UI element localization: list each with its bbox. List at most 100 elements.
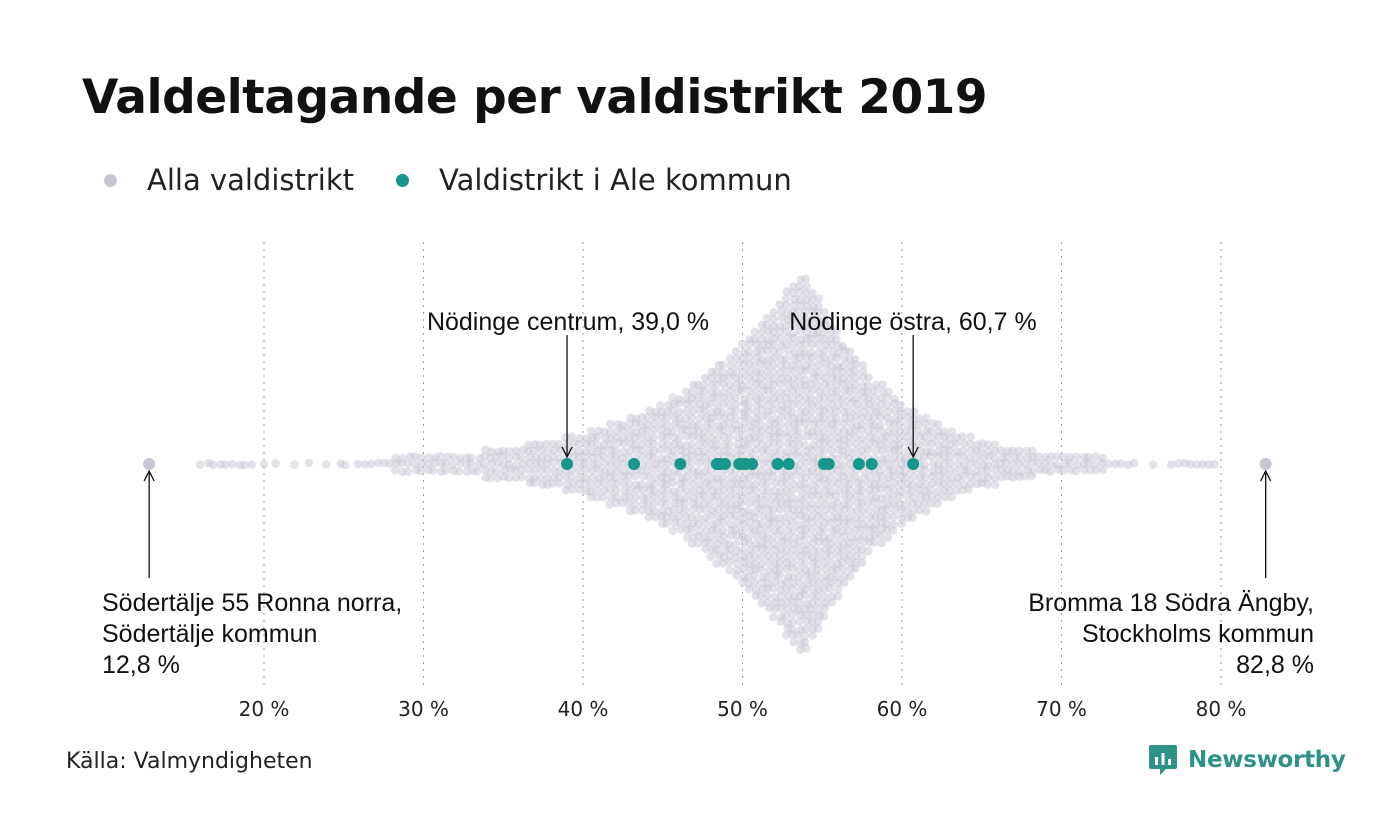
district-point — [814, 478, 823, 488]
district-point — [688, 486, 698, 496]
district-point — [259, 460, 269, 469]
district-point — [769, 612, 778, 622]
district-point — [687, 440, 697, 449]
district-point — [762, 492, 772, 502]
district-point — [851, 446, 861, 455]
annotation-label: 82,8 % — [1236, 651, 1314, 679]
district-point — [851, 525, 860, 534]
district-point — [750, 360, 759, 370]
newsworthy-logo[interactable]: Newsworthy — [1148, 743, 1346, 777]
district-point — [801, 366, 810, 376]
district-point — [662, 432, 672, 442]
district-point — [775, 558, 784, 567]
district-point — [745, 393, 755, 403]
district-point — [800, 559, 810, 568]
district-point — [529, 446, 539, 456]
district-point — [783, 591, 793, 600]
district-point — [857, 486, 867, 496]
district-point — [802, 282, 811, 291]
district-point — [896, 407, 905, 416]
district-point — [769, 532, 778, 542]
ale-district-point — [907, 458, 920, 470]
district-point — [795, 452, 805, 462]
district-point — [744, 472, 754, 482]
district-point — [699, 491, 709, 501]
district-point — [795, 485, 805, 495]
district-point — [908, 506, 918, 515]
district-point — [813, 624, 823, 633]
x-tick-label: 50 % — [717, 697, 768, 721]
annotations: Nödinge centrum, 39,0 % Nödinge östra, 60… — [102, 308, 1314, 679]
district-point — [801, 499, 810, 509]
district-point — [643, 412, 652, 422]
district-point — [525, 458, 534, 468]
district-point — [782, 479, 791, 489]
district-point — [763, 446, 772, 456]
district-point — [700, 373, 710, 383]
legend-label-ale-districts: Valdistrikt i Ale kommun — [439, 163, 792, 197]
district-point — [821, 505, 830, 515]
district-point — [806, 379, 816, 389]
district-point — [789, 366, 798, 376]
district-point — [794, 400, 803, 409]
district-point — [391, 466, 400, 475]
district-point — [737, 498, 747, 507]
district-point — [1028, 458, 1037, 468]
district-point — [738, 433, 748, 442]
district-point — [693, 519, 703, 529]
district-point — [757, 578, 767, 587]
district-point — [852, 406, 862, 415]
district-point — [625, 419, 635, 428]
district-point — [676, 525, 685, 534]
district-point — [397, 458, 406, 468]
district-point — [769, 340, 779, 349]
district-point — [706, 511, 716, 521]
district-point — [825, 473, 835, 482]
district-point — [783, 604, 792, 614]
district-point — [385, 459, 395, 468]
district-point — [838, 361, 848, 371]
district-point — [1116, 459, 1126, 469]
district-point — [788, 486, 797, 495]
district-point — [687, 452, 697, 461]
x-tick-label: 60 % — [877, 697, 928, 721]
all-districts-swarm — [195, 274, 1219, 655]
district-point — [663, 460, 672, 469]
district-point — [915, 485, 924, 495]
district-point — [844, 386, 854, 396]
district-point — [820, 604, 830, 613]
district-point — [642, 425, 652, 435]
district-point — [871, 446, 881, 456]
district-point — [719, 531, 729, 541]
district-point — [725, 433, 735, 442]
district-point — [637, 433, 646, 443]
district-point — [456, 459, 465, 468]
district-point — [764, 499, 773, 508]
district-point — [783, 420, 793, 430]
district-point — [1014, 459, 1024, 469]
district-point — [845, 551, 854, 560]
district-point — [725, 545, 735, 554]
district-point — [801, 288, 811, 298]
district-point — [928, 478, 937, 488]
district-point — [941, 473, 950, 482]
district-point — [857, 558, 867, 568]
district-point — [813, 426, 822, 436]
district-point — [675, 419, 685, 429]
district-point — [833, 498, 842, 508]
district-point — [876, 407, 885, 416]
district-point — [675, 518, 685, 528]
district-point — [549, 458, 558, 468]
district-point — [788, 340, 798, 350]
district-point — [840, 578, 849, 587]
district-point — [964, 485, 974, 494]
district-point — [1046, 467, 1055, 476]
district-point — [775, 505, 785, 514]
district-point — [808, 631, 817, 640]
district-point — [744, 492, 753, 501]
district-point — [794, 537, 804, 547]
district-point — [845, 479, 855, 489]
district-point — [674, 399, 684, 408]
district-point — [472, 467, 482, 476]
district-point — [789, 333, 798, 343]
